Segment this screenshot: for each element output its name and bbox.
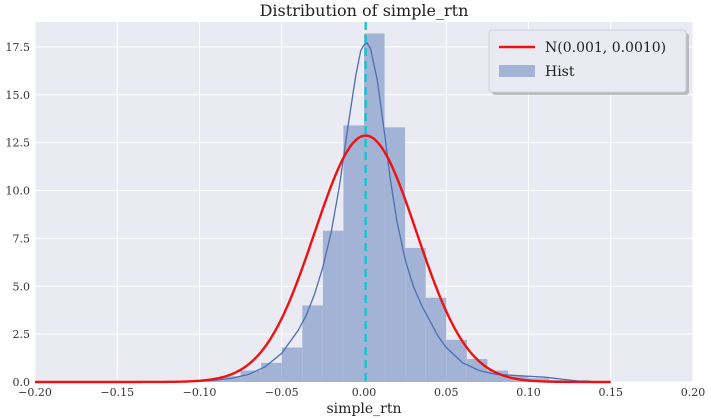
legend-hist-label: Hist <box>545 64 575 80</box>
y-tick-labels: 0.0 2.5 5.0 7.5 10.0 12.5 15.0 17.5 <box>6 41 31 389</box>
histogram-bar <box>446 339 467 382</box>
chart-title: Distribution of simple_rtn <box>260 1 469 20</box>
y-tick-label: 17.5 <box>6 41 31 54</box>
x-tick-label: 0.20 <box>681 386 706 399</box>
histogram-bar <box>261 362 282 382</box>
x-tick-label: 0.05 <box>434 386 459 399</box>
x-tick-label: −0.15 <box>100 386 134 399</box>
x-tick-labels: −0.20 −0.15 −0.10 −0.05 0.00 0.05 0.10 0.15 0.20 <box>18 386 705 399</box>
y-tick-label: 12.5 <box>6 137 31 150</box>
y-tick-label: 7.5 <box>13 232 31 245</box>
histogram-bar <box>322 230 344 382</box>
y-tick-label: 5.0 <box>13 280 31 293</box>
histogram-bar <box>343 125 364 382</box>
histogram-bar <box>364 33 385 383</box>
histogram-bar <box>384 127 406 382</box>
y-tick-label: 0.0 <box>13 376 31 389</box>
x-tick-label: 0.00 <box>352 386 377 399</box>
y-tick-label: 10.0 <box>6 185 31 198</box>
x-tick-label: 0.15 <box>599 386 624 399</box>
kde-curve <box>34 42 595 383</box>
normal-curve <box>35 134 611 384</box>
x-tick-label: −0.20 <box>18 386 52 399</box>
legend-box <box>488 29 687 93</box>
x-tick-label: 0.10 <box>516 386 541 399</box>
histogram-bar <box>220 376 241 382</box>
histogram-bar <box>240 370 262 382</box>
legend-normal-label: N(0.001, 0.0010) <box>545 40 666 56</box>
histogram-bar <box>487 370 508 382</box>
legend: N(0.001, 0.0010) Hist <box>488 29 689 95</box>
x-tick-label: −0.10 <box>183 386 217 399</box>
histogram-bar <box>425 297 447 382</box>
x-tick-label: −0.05 <box>265 386 299 399</box>
histogram-bar <box>405 247 426 382</box>
y-tick-label: 2.5 <box>13 328 31 341</box>
legend-hist-swatch <box>499 65 535 77</box>
curves <box>34 22 611 384</box>
histogram-bar <box>281 347 303 382</box>
histogram-bars <box>199 33 591 383</box>
histogram-bar <box>466 359 488 382</box>
y-tick-label: 15.0 <box>6 89 31 102</box>
histogram-bar <box>302 305 323 382</box>
x-axis-label: simple_rtn <box>327 401 402 417</box>
